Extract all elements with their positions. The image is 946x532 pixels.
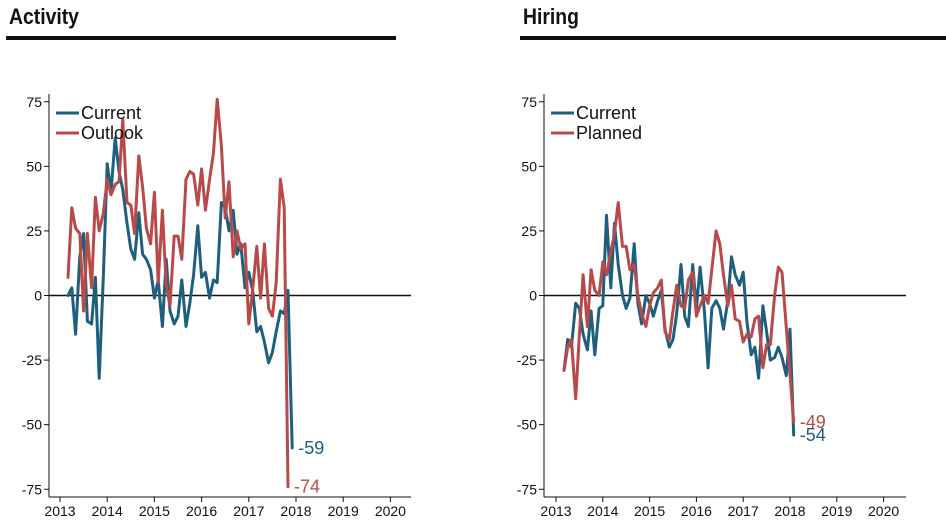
hiring-y-tick-label: 25 — [521, 223, 537, 239]
activity-x-tick-label: 2019 — [328, 503, 359, 519]
hiring-title-rule — [520, 36, 946, 40]
activity-x-tick-label: 2013 — [44, 503, 75, 519]
activity-end-label-outlook: -74 — [294, 477, 320, 497]
hiring-x-tick-label: 2018 — [774, 503, 805, 519]
activity-legend-label-current: Current — [81, 103, 141, 123]
activity-y-tick-label: 50 — [26, 158, 42, 174]
hiring-y-tick-label: 0 — [529, 288, 537, 304]
activity-x-tick-label: 2018 — [280, 503, 311, 519]
hiring-end-label-planned: -49 — [800, 412, 826, 432]
hiring-y-tick-label: -50 — [517, 417, 537, 433]
hiring-x-tick-label: 2017 — [728, 503, 759, 519]
activity-y-tick-label: -25 — [22, 352, 42, 368]
activity-y-tick-label: 25 — [26, 223, 42, 239]
hiring-legend-label-planned: Planned — [576, 123, 642, 143]
activity-x-tick-label: 2015 — [139, 503, 170, 519]
hiring-end-label-current: -54 — [800, 425, 826, 445]
hiring-x-tick-label: 2014 — [587, 503, 618, 519]
activity-panel-title: Activity — [9, 4, 79, 29]
hiring-x-tick-label: 2020 — [868, 503, 899, 519]
activity-y-tick-label: 0 — [34, 288, 42, 304]
activity-legend-label-outlook: Outlook — [81, 123, 144, 143]
hiring-legend-label-current: Current — [576, 103, 636, 123]
hiring-y-tick-label: 75 — [521, 94, 537, 110]
hiring-x-tick-label: 2016 — [681, 503, 712, 519]
hiring-x-tick-label: 2015 — [634, 503, 665, 519]
hiring-series-planned-line — [562, 201, 796, 424]
activity-x-tick-label: 2014 — [92, 503, 123, 519]
hiring-y-tick-label: 50 — [521, 158, 537, 174]
activity-x-tick-label: 2016 — [186, 503, 217, 519]
activity-end-label-current: -59 — [298, 438, 324, 458]
activity-y-tick-label: 75 — [26, 94, 42, 110]
activity-x-tick-label: 2017 — [233, 503, 264, 519]
activity-y-tick-label: -50 — [22, 417, 42, 433]
activity-title-rule — [6, 36, 396, 40]
activity-series-current-line — [66, 136, 294, 450]
activity-y-tick-label: -75 — [22, 481, 42, 497]
hiring-y-tick-label: -75 — [517, 481, 537, 497]
hiring-y-tick-label: -25 — [517, 352, 537, 368]
hiring-panel-title: Hiring — [523, 4, 579, 29]
hiring-x-tick-label: 2013 — [540, 503, 571, 519]
hiring-x-tick-label: 2019 — [821, 503, 852, 519]
activity-series-outlook-line — [66, 97, 290, 489]
activity-x-tick-label: 2020 — [375, 503, 406, 519]
